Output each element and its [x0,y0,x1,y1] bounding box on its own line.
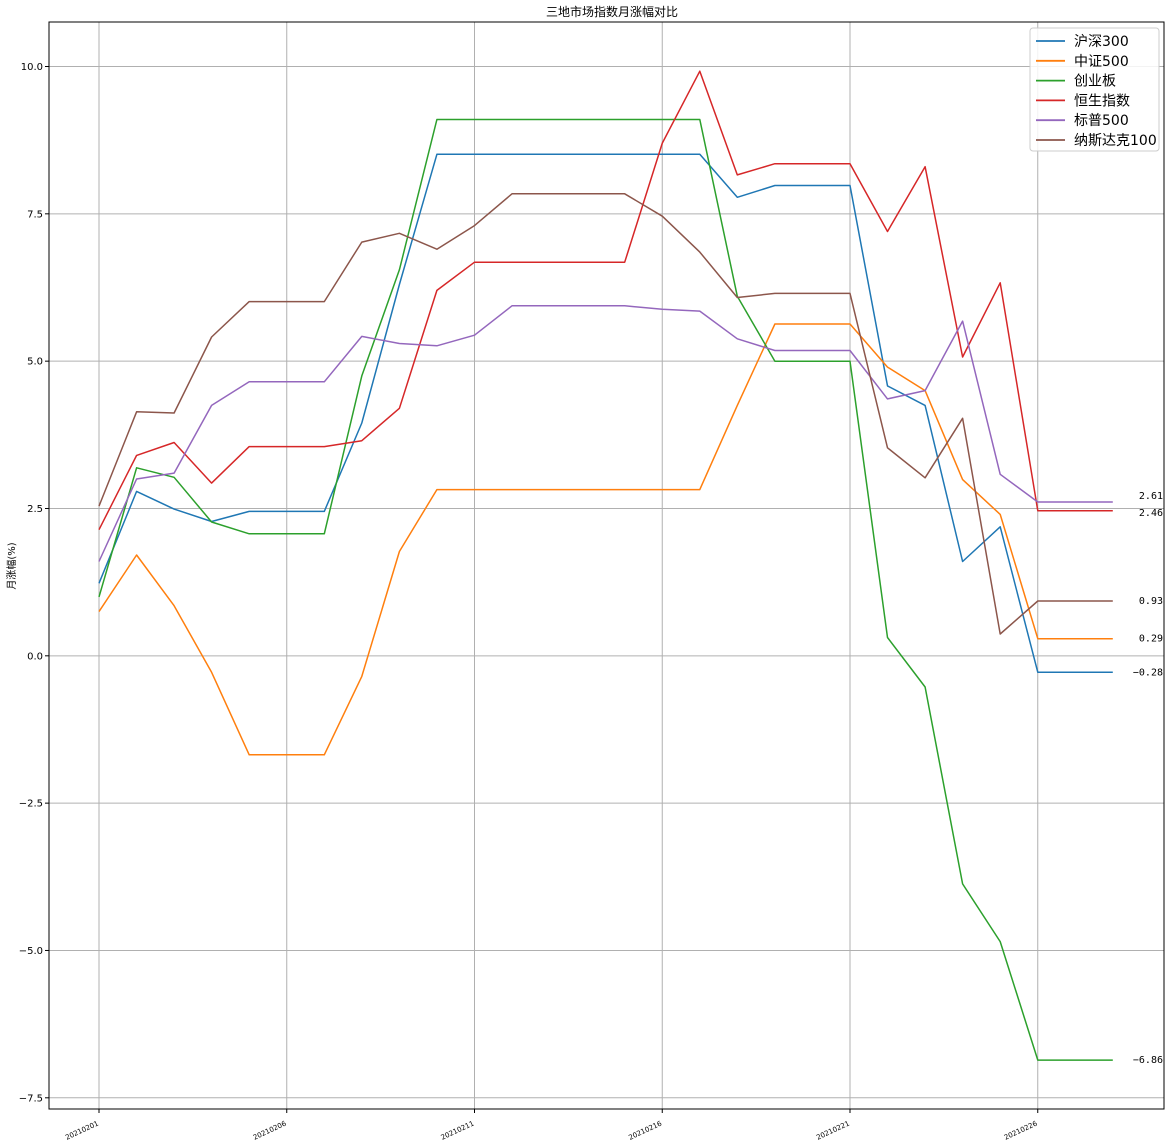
y-tick-label: 7.5 [27,209,43,220]
legend-label: 沪深300 [1074,34,1129,50]
x-tick-label: 20210201 [64,1120,100,1142]
grid-lines [49,22,1164,1109]
legend-label: 纳斯达克100 [1074,133,1157,149]
x-tick-label: 20210226 [1003,1119,1039,1142]
y-axis-ticks: −7.5 −5.0 −2.5 0.0 2.5 5.0 7.5 10.0 [19,62,49,1104]
y-tick-label: −7.5 [19,1093,43,1104]
y-tick-label: 10.0 [21,62,43,73]
end-value-label: 0.29 [1139,634,1163,645]
series-line [98,118,1113,1061]
legend-label: 创业板 [1074,74,1116,90]
legend-label: 标普500 [1074,113,1129,129]
y-axis-label: 月涨幅(%) [5,542,18,589]
series-line [98,153,1113,674]
plot-frame [48,21,1165,1110]
end-value-label: −6.86 [1133,1055,1163,1066]
series-line [98,323,1113,756]
y-tick-label: −2.5 [19,799,43,810]
legend-label: 恒生指数 [1074,93,1130,109]
y-tick-label: 2.5 [27,504,43,515]
y-tick-label: 0.0 [27,651,43,662]
series-lines [98,70,1113,1061]
x-tick-label: 20210211 [440,1120,476,1142]
x-axis-ticks: 20210201 20210206 20210211 20210216 20210221… [64,1109,1039,1142]
series-line [98,193,1113,635]
y-tick-label: 5.0 [27,357,43,368]
end-value-label: −0.28 [1133,667,1163,678]
end-value-label: 2.46 [1139,508,1163,519]
series-line [98,305,1113,562]
legend-label: 中证500 [1074,54,1129,70]
x-tick-label: 20210206 [252,1119,288,1142]
series-line [98,70,1113,531]
y-tick-label: −5.0 [19,946,43,957]
x-tick-label: 20210221 [815,1120,851,1142]
end-value-labels: 2.61 2.46 0.93 0.29 −0.28 −6.86 [1133,491,1163,1066]
chart-title: 三地市场指数月涨幅对比 [546,4,678,19]
end-value-label: 2.61 [1139,491,1163,502]
x-tick-label: 20210216 [627,1119,663,1142]
end-value-label: 0.93 [1139,596,1163,607]
